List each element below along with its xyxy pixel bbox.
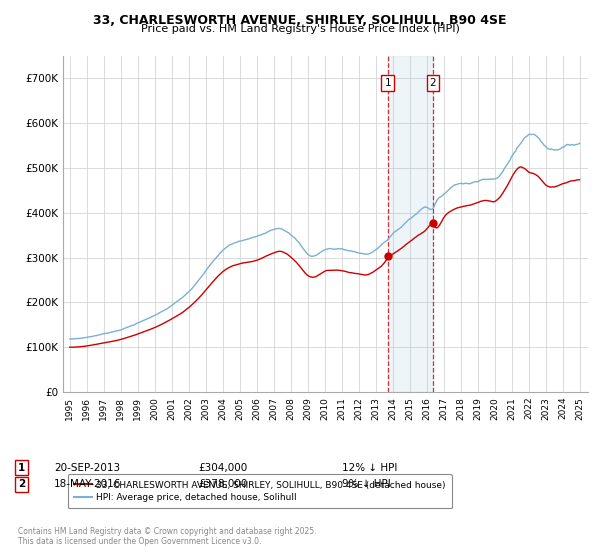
Text: 2: 2 (430, 78, 436, 88)
Text: Contains HM Land Registry data © Crown copyright and database right 2025.
This d: Contains HM Land Registry data © Crown c… (18, 526, 317, 546)
Text: 33, CHARLESWORTH AVENUE, SHIRLEY, SOLIHULL, B90 4SE: 33, CHARLESWORTH AVENUE, SHIRLEY, SOLIHU… (93, 14, 507, 27)
Text: 12% ↓ HPI: 12% ↓ HPI (342, 463, 397, 473)
Bar (388, 56, 433, 392)
Text: 20-SEP-2013: 20-SEP-2013 (54, 463, 120, 473)
Text: 1: 1 (18, 463, 25, 473)
Text: 2: 2 (18, 479, 25, 489)
Text: 9% ↓ HPI: 9% ↓ HPI (342, 479, 391, 489)
Text: £378,000: £378,000 (198, 479, 247, 489)
Text: £304,000: £304,000 (198, 463, 247, 473)
Text: Price paid vs. HM Land Registry's House Price Index (HPI): Price paid vs. HM Land Registry's House … (140, 24, 460, 34)
Text: 18-MAY-2016: 18-MAY-2016 (54, 479, 121, 489)
Text: 1: 1 (385, 78, 391, 88)
Legend: 33, CHARLESWORTH AVENUE, SHIRLEY, SOLIHULL, B90 4SE (detached house), HPI: Avera: 33, CHARLESWORTH AVENUE, SHIRLEY, SOLIHU… (68, 474, 452, 508)
